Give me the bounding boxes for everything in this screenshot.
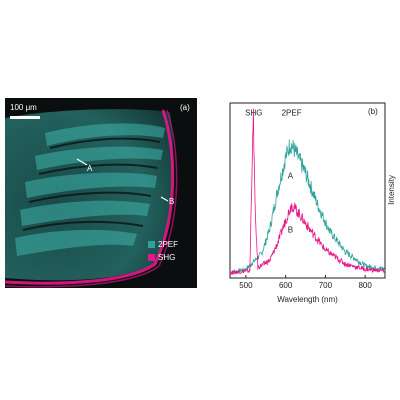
legend-label-2pef: 2PEF	[158, 240, 179, 249]
annotation-a: A	[288, 171, 294, 180]
annotation-2pef: 2PEF	[282, 108, 302, 117]
pointer-a	[76, 158, 88, 166]
x-tick-label: 500	[239, 281, 253, 290]
annotation-b: B	[288, 226, 293, 235]
scale-bar	[10, 116, 40, 119]
point-label-b: B	[169, 197, 175, 206]
legend-swatch-shg	[148, 254, 155, 261]
spectrum-panel: 500 600 700 800 SHG 2PEF A B (b) Wavelength (n…	[198, 95, 398, 310]
series-line-1	[229, 108, 386, 275]
micrograph-image	[5, 98, 197, 288]
series-line-0	[229, 139, 386, 276]
panel-label-b: (b)	[368, 107, 378, 116]
legend-swatch-2pef	[148, 241, 155, 248]
x-tick-label: 700	[319, 281, 333, 290]
pointer-b	[160, 196, 169, 202]
point-label-a: A	[87, 164, 93, 173]
legend-label-shg: SHG	[158, 253, 176, 262]
x-axis-label: Wavelength (nm)	[277, 295, 338, 304]
micrograph-panel: 100 μm (a) A B 2PEF SHG	[5, 98, 197, 288]
x-tick-label: 600	[279, 281, 293, 290]
x-tick-label: 800	[358, 281, 372, 290]
spectrum-chart: 500 600 700 800 SHG 2PEF A B (b) Wavelength (n…	[229, 102, 396, 304]
annotation-shg: SHG	[245, 108, 262, 117]
y-axis-label: Intensity	[387, 175, 396, 205]
panel-label-a: (a)	[180, 103, 190, 112]
scale-bar-label: 100 μm	[10, 103, 37, 112]
plot-frame	[229, 102, 386, 279]
